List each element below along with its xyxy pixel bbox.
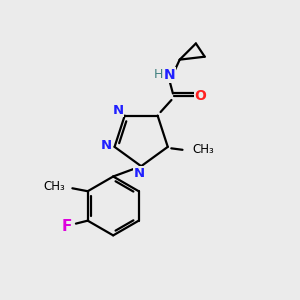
Text: F: F xyxy=(62,219,72,234)
Text: CH₃: CH₃ xyxy=(193,143,214,156)
Text: N: N xyxy=(101,139,112,152)
Text: O: O xyxy=(194,89,206,103)
Text: N: N xyxy=(164,68,175,82)
Text: N: N xyxy=(134,167,145,180)
Text: CH₃: CH₃ xyxy=(44,180,66,193)
Text: H: H xyxy=(154,68,163,82)
Text: N: N xyxy=(113,104,124,117)
